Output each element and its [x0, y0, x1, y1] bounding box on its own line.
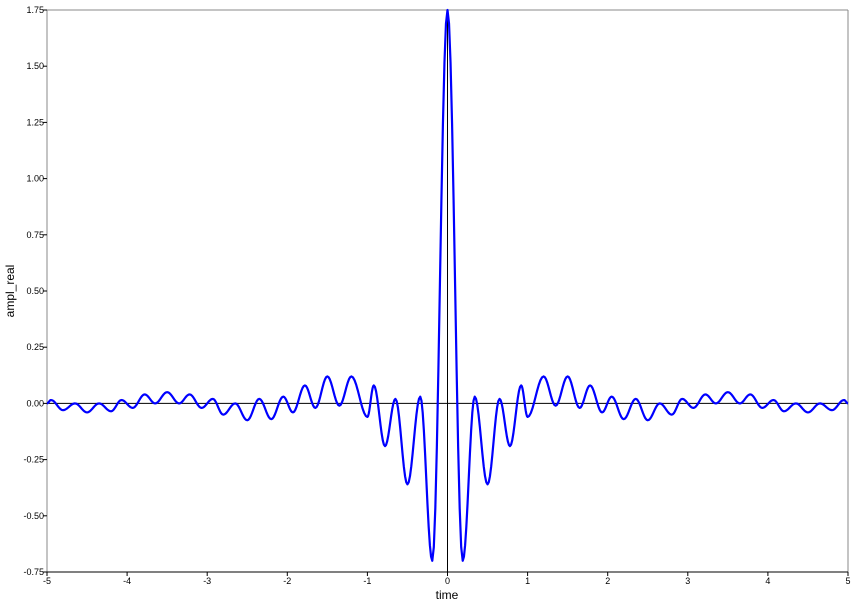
x-tick-label: -2 — [283, 576, 291, 586]
x-tick-label: 3 — [685, 576, 690, 586]
y-tick-label: 0.50 — [26, 286, 44, 296]
y-tick-label: 1.75 — [26, 5, 44, 15]
y-axis-label: ampl_real — [3, 265, 17, 318]
x-tick-label: 2 — [605, 576, 610, 586]
x-tick-label: -3 — [203, 576, 211, 586]
x-tick-label: -4 — [123, 576, 131, 586]
x-tick-label: -1 — [363, 576, 371, 586]
y-tick-label: 0.75 — [26, 230, 44, 240]
y-tick-label: -0.25 — [23, 455, 44, 465]
y-tick-label: -0.50 — [23, 511, 44, 521]
y-tick-label: 0.25 — [26, 342, 44, 352]
x-tick-label: -5 — [43, 576, 51, 586]
y-tick-label: 1.00 — [26, 174, 44, 184]
y-tick-label: 1.50 — [26, 61, 44, 71]
y-tick-label: -0.75 — [23, 567, 44, 577]
x-tick-label: 4 — [765, 576, 770, 586]
x-axis-label: time — [436, 588, 459, 602]
x-tick-label: 1 — [525, 576, 530, 586]
x-tick-label: 5 — [845, 576, 850, 586]
y-tick-label: 1.25 — [26, 117, 44, 127]
x-tick-label: 0 — [445, 576, 450, 586]
series-line — [46, 8, 849, 562]
y-tick-label: 0.00 — [26, 398, 44, 408]
